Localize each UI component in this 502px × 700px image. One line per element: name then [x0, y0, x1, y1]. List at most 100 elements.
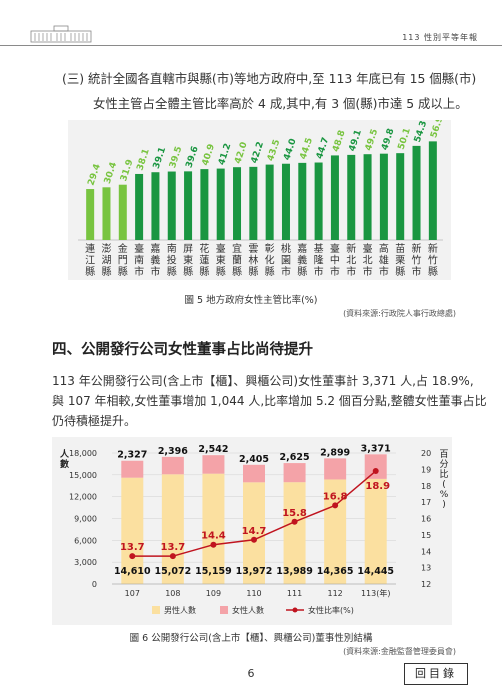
section-para-line-3: 仍待積極提升。 — [52, 414, 137, 428]
category-tick-label: 蓮 — [199, 254, 209, 267]
page-number: 6 — [247, 667, 255, 680]
back-to-toc-button[interactable]: 回目錄 — [404, 663, 468, 685]
section-para-line-2: 與 107 年相較,女性董事增加 1,044 人,比率增加 5.2 個百分點,整… — [52, 394, 487, 408]
bar-male-109 — [202, 473, 225, 584]
category-tick-label: 屏 — [183, 243, 193, 255]
ratio-point — [251, 536, 257, 543]
y-tick-label: 15,000 — [69, 471, 97, 480]
y2-tick-label: 16 — [421, 515, 431, 524]
category-tick-label: 東 — [216, 254, 226, 267]
ratio-point — [332, 502, 339, 509]
figure-6-chart: 0 3,000 6,000 9,000 12,000 15,000 18,000 12 13 14… — [52, 437, 452, 625]
ratio-value-label: 14.7 — [242, 526, 267, 537]
bar-雲林縣 — [249, 166, 258, 240]
category-tick-label: 市 — [379, 265, 389, 278]
y2-tick-label: 13 — [421, 564, 431, 573]
bar-value-label: 44.0 — [282, 137, 298, 161]
bar-南投縣 — [167, 171, 176, 240]
x-tick-label: 111 — [287, 589, 302, 598]
category-tick-label: 臺 — [134, 242, 144, 255]
bar-苗栗縣 — [396, 153, 405, 240]
x-tick-label: 108 — [165, 589, 180, 598]
category-tick-label: 市 — [134, 265, 144, 278]
bar-嘉義縣 — [298, 162, 307, 240]
section-title: 四、公開發行公司女性董事占比尚待提升 — [52, 342, 313, 358]
bar-value-label: 30.4 — [103, 161, 119, 185]
bar-彰化縣 — [265, 164, 274, 240]
category-tick-label: 新 — [428, 242, 438, 255]
bar-value-label: 54.3 — [413, 120, 429, 144]
y2-axis-title-char: ( — [442, 480, 446, 490]
male-value-label: 13,989 — [276, 566, 313, 577]
category-tick-label: 苗 — [395, 243, 405, 255]
category-tick-label: 臺 — [363, 242, 373, 255]
category-tick-label: 縣 — [183, 266, 193, 278]
male-value-label: 15,159 — [195, 566, 232, 577]
category-tick-label: 雲 — [248, 243, 258, 255]
bar-基隆市 — [314, 162, 323, 240]
ratio-value-label: 16.8 — [323, 491, 348, 502]
category-tick-label: 嘉 — [297, 242, 307, 255]
category-tick-label: 蘭 — [232, 254, 242, 267]
bar-male-113(年) — [364, 478, 387, 584]
bar-female-112 — [324, 458, 347, 480]
y-tick-label: 6,000 — [74, 536, 97, 545]
y-tick-label: 18,000 — [69, 449, 97, 458]
header-title: 113 性別平等年報 — [402, 33, 478, 42]
bar-臺中市 — [330, 155, 339, 240]
category-tick-label: 義 — [297, 254, 307, 267]
bar-value-label: 56.9 — [429, 120, 445, 139]
bar-value-label: 31.9 — [119, 158, 135, 182]
category-tick-label: 新 — [412, 242, 422, 255]
legend-label-ratio: 女性比率(%) — [308, 605, 354, 615]
bar-澎湖縣 — [102, 187, 111, 240]
female-value-label: 3,371 — [361, 443, 391, 454]
category-tick-label: 化 — [265, 254, 275, 267]
intro-line-2: 女性主管占全體主管比率高於 4 成,其中,有 3 個(縣)市達 5 成以上。 — [93, 96, 468, 111]
bar-value-label: 49.1 — [348, 129, 364, 153]
bar-male-107 — [121, 477, 144, 584]
bar-金門縣 — [118, 184, 127, 240]
y2-axis-title-char: 百 — [439, 449, 448, 460]
category-tick-label: 縣 — [395, 266, 405, 278]
bar-male-112 — [324, 479, 347, 584]
bar-value-label: 39.6 — [184, 145, 200, 169]
male-value-label: 14,610 — [114, 566, 151, 577]
bar-male-111 — [283, 482, 306, 584]
ratio-value-label: 14.4 — [201, 531, 226, 542]
category-tick-label: 竹 — [412, 254, 422, 267]
category-tick-label: 市 — [412, 265, 422, 278]
category-tick-label: 市 — [346, 265, 356, 278]
category-tick-label: 門 — [118, 255, 128, 267]
bar-連江縣 — [86, 189, 95, 240]
category-tick-label: 新 — [346, 242, 356, 255]
ratio-value-label: 18.9 — [365, 481, 390, 492]
bar-male-110 — [243, 482, 265, 584]
category-tick-label: 縣 — [428, 266, 438, 278]
category-tick-label: 縣 — [248, 266, 258, 278]
category-tick-label: 市 — [281, 265, 291, 278]
y-axis-title-char: 數 — [60, 458, 70, 470]
category-tick-label: 高 — [379, 242, 389, 255]
figure-6-caption: 圖 6 公開發行公司(含上市【櫃】、興櫃公司)董事性別結構 — [129, 633, 373, 644]
x-tick-label: 112 — [328, 589, 343, 598]
category-tick-label: 縣 — [85, 266, 95, 278]
category-tick-label: 北 — [363, 255, 373, 267]
ratio-point — [291, 518, 298, 525]
bar-value-label: 50.1 — [397, 127, 413, 151]
ratio-point — [372, 468, 379, 475]
category-tick-label: 北 — [346, 255, 356, 267]
category-tick-label: 縣 — [216, 266, 226, 278]
category-tick-label: 栗 — [395, 255, 405, 267]
category-tick-label: 花 — [199, 242, 209, 255]
building-logo-icon — [30, 25, 92, 43]
category-tick-label: 縣 — [297, 266, 307, 278]
bar-value-label: 29.4 — [87, 163, 103, 187]
category-tick-label: 中 — [330, 254, 340, 267]
category-tick-label: 縣 — [265, 266, 275, 278]
bar-female-107 — [121, 460, 144, 478]
category-tick-label: 金 — [118, 242, 128, 255]
bar-桃園市 — [281, 163, 290, 240]
category-tick-label: 東 — [183, 254, 193, 267]
legend-label-female: 女性人數 — [232, 605, 264, 615]
